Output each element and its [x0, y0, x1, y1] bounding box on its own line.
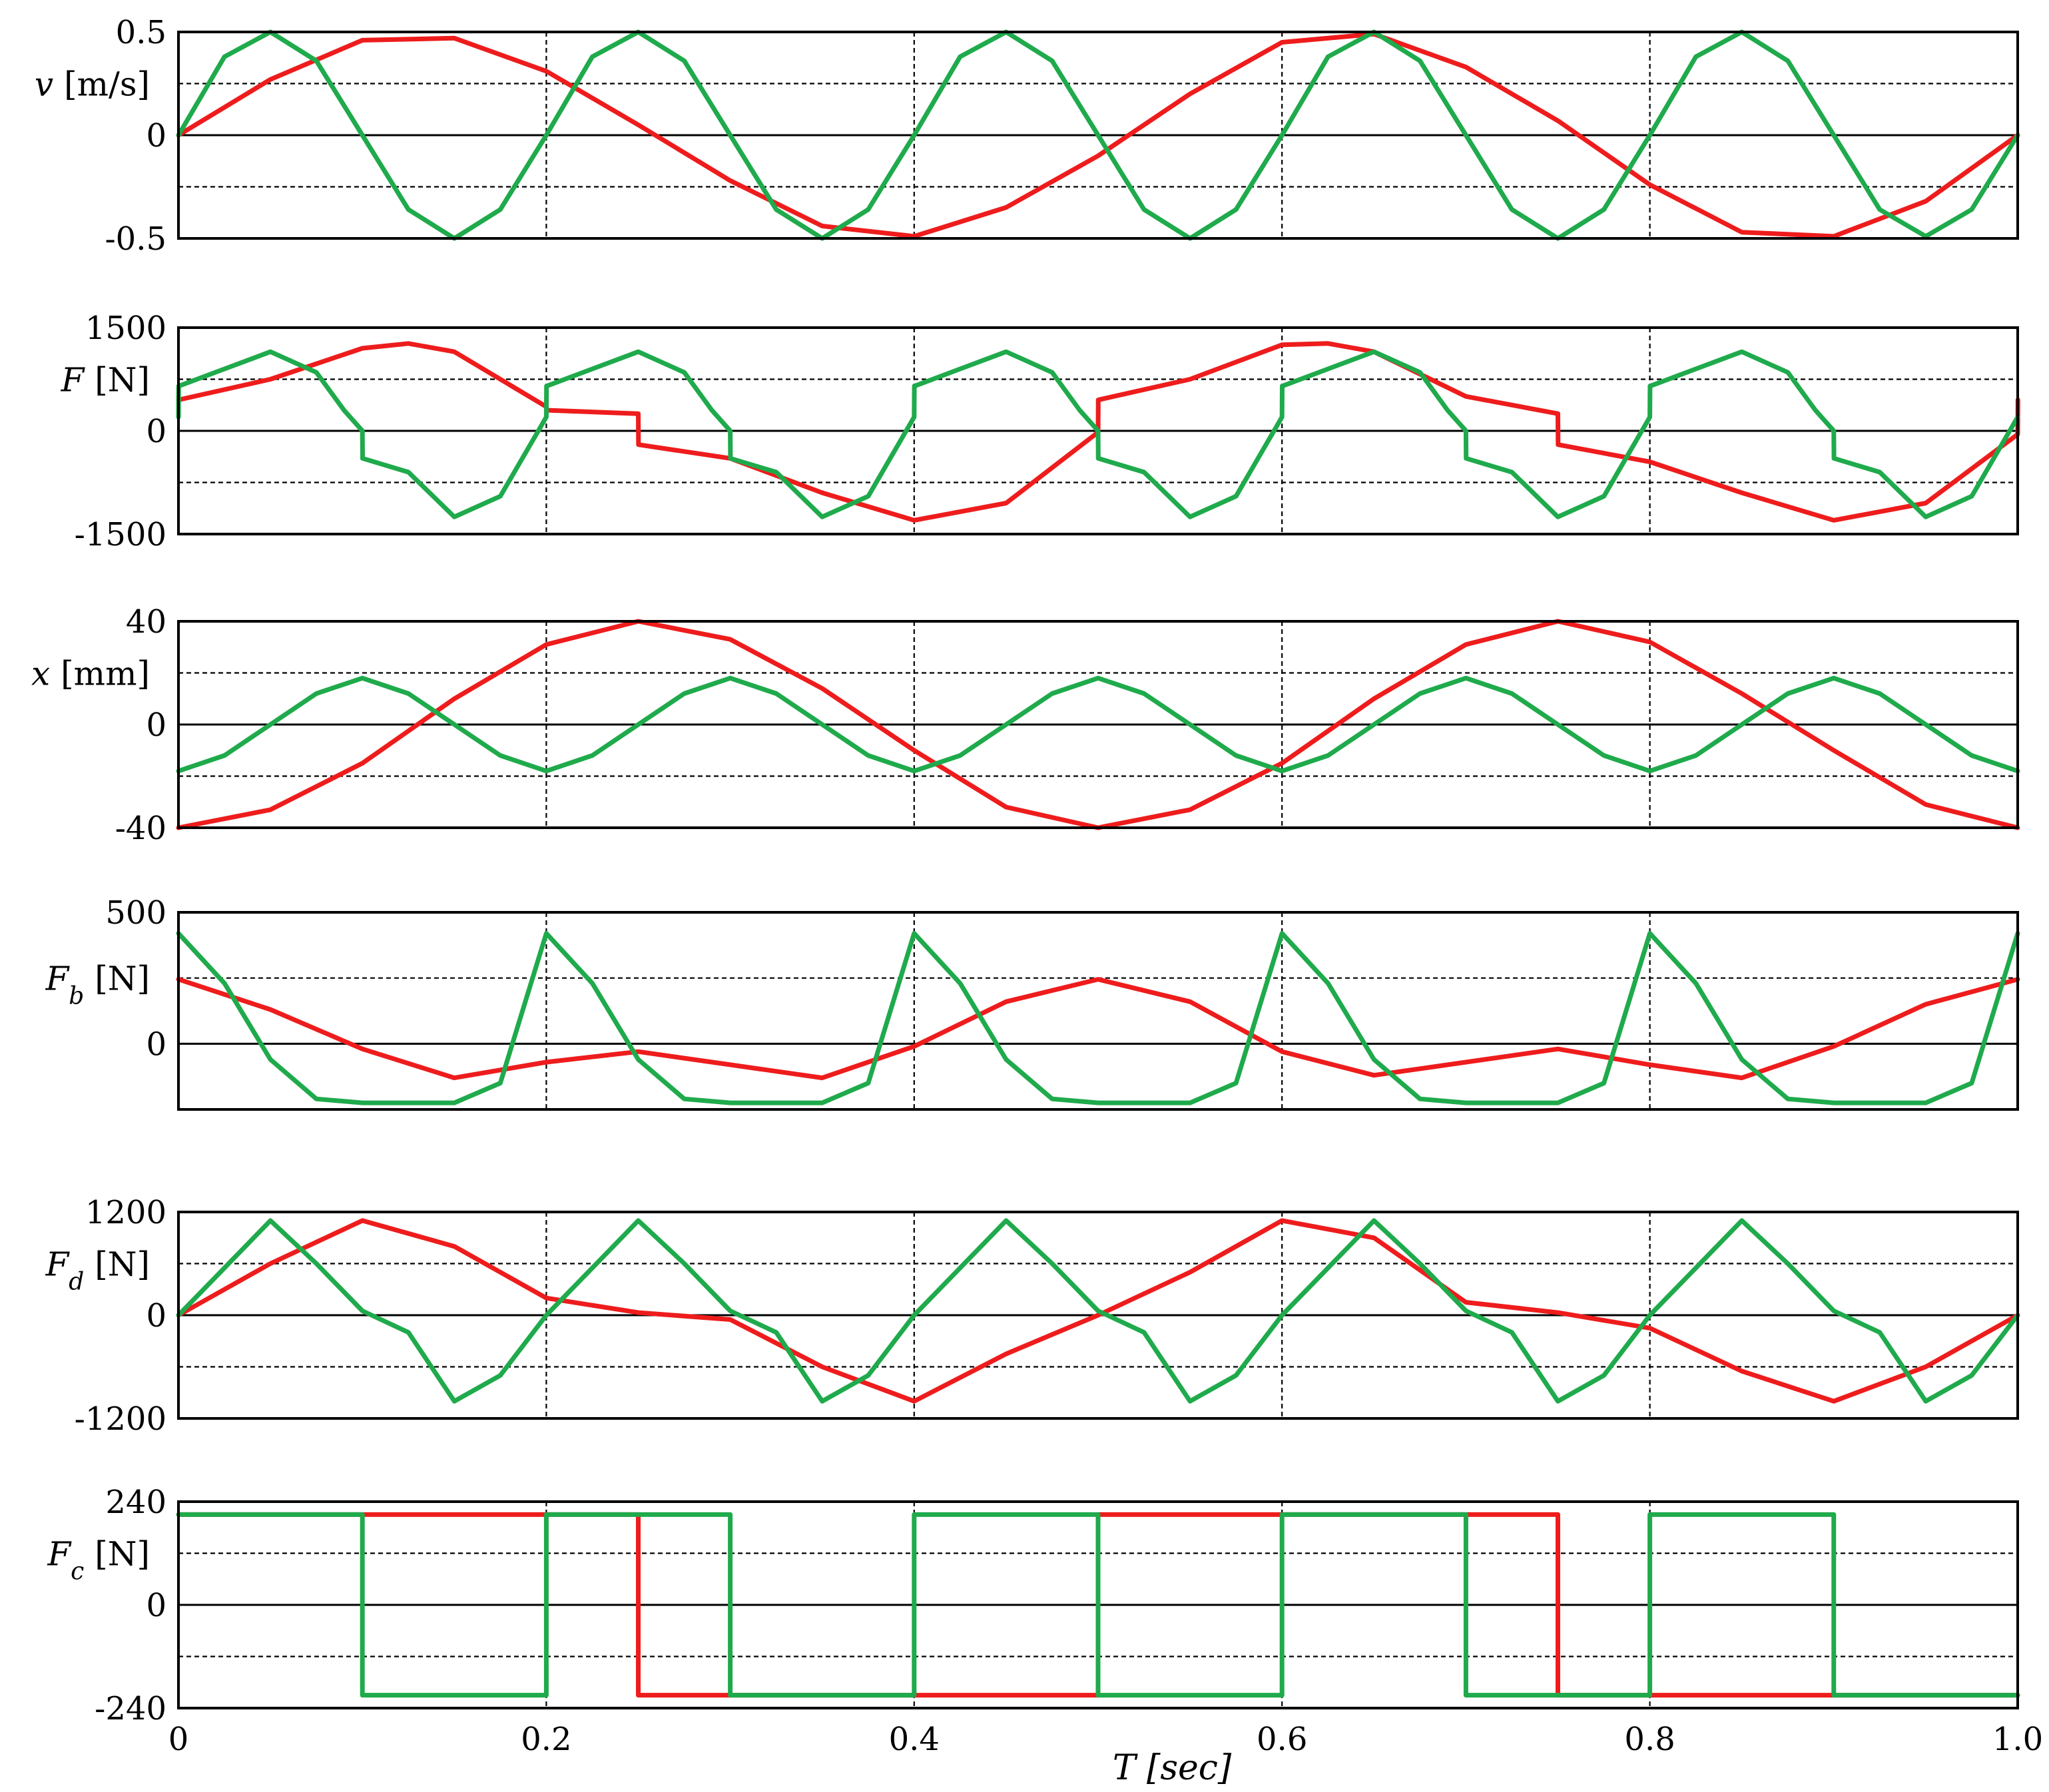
plot-frame — [177, 620, 2019, 829]
y-label-spacer — [84, 1245, 95, 1284]
ytick-label: 0.5 — [116, 14, 166, 51]
ytick-label: 0 — [146, 1026, 166, 1063]
ytick-label: 40 — [126, 603, 166, 641]
series-line-1 — [176, 29, 2020, 241]
ytick-label: 1200 — [85, 1194, 166, 1231]
y-label-subscript: c — [71, 1558, 84, 1585]
y-label-subscript: b — [69, 982, 84, 1010]
y-axis-label: Fc [N] — [47, 1535, 150, 1586]
ytick-label: 0 — [146, 1587, 166, 1624]
series-line-1 — [176, 1218, 2020, 1404]
plot-frame — [177, 31, 2019, 240]
series-line-1 — [176, 931, 2020, 1105]
plot-frame — [177, 1500, 2019, 1709]
panel-v: 0.5 0 -0.5 v [m/s] — [35, 14, 2020, 258]
plot-frame — [177, 326, 2019, 535]
ytick-label: 0 — [146, 1297, 166, 1335]
series-line-1 — [176, 1512, 2020, 1698]
ytick-label: -40 — [115, 810, 166, 847]
y-label-unit: [N] — [95, 960, 150, 998]
y-label-variable: x — [31, 655, 50, 693]
y-axis-label: Fb [N] — [45, 960, 150, 1010]
xtick-label: 0.8 — [1624, 1721, 1675, 1758]
xtick-label: 0.6 — [1257, 1721, 1307, 1758]
ytick-label: 0 — [146, 707, 166, 744]
series-line-0 — [176, 1218, 2020, 1404]
x-axis-label: T [sec] — [1113, 1748, 1232, 1788]
ytick-label: 500 — [105, 894, 166, 932]
ytick-label: 1500 — [85, 310, 166, 347]
y-label-spacer — [84, 960, 95, 998]
x-label-unit: [sec] — [1147, 1748, 1232, 1788]
xtick-label: 1.0 — [1992, 1721, 2043, 1758]
x-label-variable: T — [1113, 1748, 1147, 1788]
panel-Fd: 1200 0 -1200 Fd [N] — [45, 1194, 2020, 1438]
ytick-label: 240 — [105, 1484, 166, 1521]
ytick-label: -240 — [95, 1690, 166, 1727]
ytick-label: 0 — [146, 413, 166, 450]
y-label-unit: [N] — [95, 361, 150, 400]
y-label-variable: v — [35, 65, 53, 104]
y-label-unit: [mm] — [61, 655, 150, 693]
plot-frame — [177, 1211, 2019, 1420]
ytick-label: 0 — [146, 117, 166, 154]
ytick-label: -1200 — [75, 1400, 166, 1438]
y-label-spacer — [84, 361, 95, 400]
panel-F: 1500 0 -1500 F [N] — [61, 310, 2020, 553]
y-label-spacer — [50, 655, 61, 693]
y-axis-label: F [N] — [61, 361, 150, 400]
xtick-label: 0.2 — [521, 1721, 571, 1758]
series-line-1 — [176, 349, 2020, 519]
plot-frame — [177, 911, 2019, 1111]
panel-Fb: 500 0 Fb [N] — [45, 894, 2020, 1111]
ytick-label: -1500 — [75, 516, 166, 553]
y-label-variable: F — [61, 361, 86, 400]
y-label-unit: [m/s] — [64, 65, 150, 104]
series-line-0 — [176, 977, 2020, 1081]
y-label-subscript: d — [69, 1268, 84, 1295]
y-label-spacer — [53, 65, 64, 104]
y-label-spacer — [84, 1535, 95, 1574]
panel-x: 40 0 -40 x [mm] — [31, 603, 2020, 847]
y-label-variable: F — [45, 960, 71, 998]
xtick-label: 0 — [168, 1721, 189, 1758]
xtick-label: 0.4 — [889, 1721, 940, 1758]
y-axis-label: x [mm] — [31, 655, 150, 693]
series-line-0 — [176, 341, 2020, 523]
y-label-variable: F — [45, 1245, 71, 1284]
ytick-label: -0.5 — [105, 220, 166, 258]
y-label-unit: [N] — [95, 1535, 150, 1574]
series-line-1 — [176, 675, 2020, 774]
y-axis-label: Fd [N] — [45, 1245, 150, 1296]
series-line-0 — [176, 31, 2020, 239]
y-label-variable: F — [47, 1535, 72, 1574]
y-axis-label: v [m/s] — [35, 65, 150, 104]
y-label-unit: [N] — [95, 1245, 150, 1284]
